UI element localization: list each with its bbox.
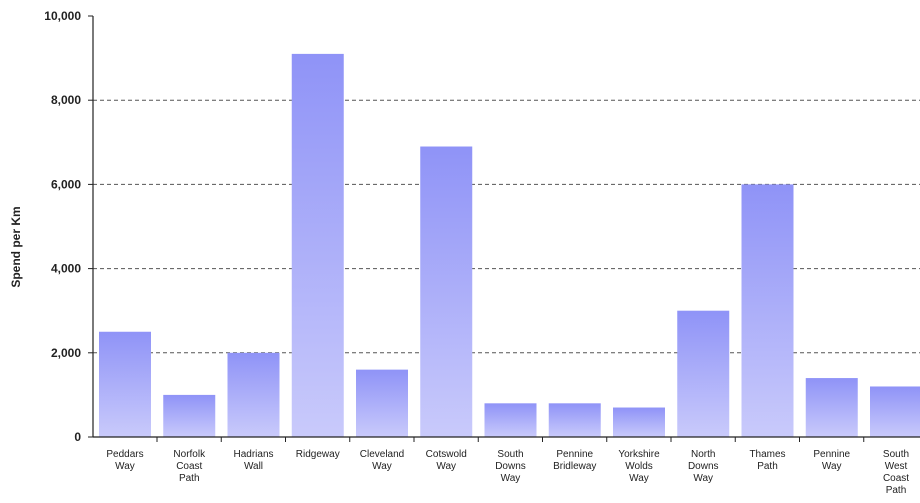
x-category-label: Ridgeway — [296, 449, 340, 460]
y-tick-labels: 0 2,000 4,000 6,000 8,000 10,000 — [44, 9, 81, 444]
x-category-label-line: Coast — [176, 461, 202, 472]
bar — [163, 394, 216, 437]
y-tick-label: 6,000 — [51, 177, 81, 191]
x-category-label-line: Way — [436, 461, 456, 472]
x-category-label: Hadrians Wall — [233, 449, 273, 472]
x-category-label-line: Peddars — [106, 449, 143, 460]
bar — [870, 386, 920, 437]
x-category-label-line: South — [497, 449, 523, 460]
x-category-label: North Downs Way — [688, 449, 719, 484]
y-tick-label: 2,000 — [51, 346, 81, 360]
bars — [99, 53, 920, 437]
x-category-label: Thames Path — [749, 449, 785, 472]
x-category-label-line: Coast — [883, 473, 909, 484]
x-category-label-line: North — [691, 449, 715, 460]
y-tick-label: 10,000 — [44, 9, 81, 23]
x-category-label-line: Wall — [244, 461, 263, 472]
bar — [291, 53, 344, 437]
bar — [227, 352, 280, 437]
y-tick-label: 4,000 — [51, 262, 81, 276]
x-category-label-line: Wolds — [625, 461, 653, 472]
x-category-label-line: Path — [757, 461, 778, 472]
x-category-label-line: Way — [693, 473, 713, 484]
bar — [99, 331, 151, 437]
y-axis-title: Spend per Km — [9, 206, 23, 287]
x-category-label-line: Way — [372, 461, 392, 472]
x-category-label-line: Way — [629, 473, 649, 484]
x-category-label-line: Thames — [749, 449, 785, 460]
x-category-label: South Downs Way — [495, 449, 526, 484]
bar — [741, 184, 794, 437]
x-category-label-line: Way — [501, 473, 521, 484]
x-category-label-line: Downs — [688, 461, 719, 472]
x-category-label: Pennine Bridleway — [553, 449, 596, 472]
x-category-label-line: Path — [179, 473, 200, 484]
x-category-label-line: Norfolk — [173, 449, 206, 460]
x-category-label-line: Pennine — [556, 449, 593, 460]
x-category-label: Peddars Way — [106, 449, 143, 472]
x-category-label: South West Coast Path — [883, 449, 909, 496]
y-tick-label: 8,000 — [51, 93, 81, 107]
bar — [677, 310, 730, 437]
bar — [484, 403, 537, 437]
bar — [420, 146, 473, 437]
x-category-label-line: Cotswold — [426, 449, 467, 460]
x-category-label-line: Way — [115, 461, 135, 472]
x-category-label-line: Yorkshire — [618, 449, 660, 460]
x-category-label-line: Downs — [495, 461, 526, 472]
x-category-label-line: Path — [886, 485, 907, 496]
x-category-label: Norfolk Coast Path — [173, 449, 206, 484]
grid-lines — [93, 99, 920, 354]
bar — [805, 378, 858, 437]
x-category-label: Pennine Way — [813, 449, 850, 472]
x-category-label-line: Way — [822, 461, 842, 472]
x-category-label-line: Bridleway — [553, 461, 596, 472]
bar — [613, 407, 665, 437]
x-category-label-line: South — [883, 449, 909, 460]
x-category-label: Cleveland Way — [360, 449, 404, 472]
bar — [356, 369, 408, 437]
x-category-label: Yorkshire Wolds Way — [618, 449, 660, 484]
bar — [548, 403, 601, 437]
x-category-label-line: Ridgeway — [296, 449, 340, 460]
x-category-label: Cotswold Way — [426, 449, 467, 472]
x-category-label-line: West — [885, 461, 908, 472]
x-category-label-line: Cleveland — [360, 449, 404, 460]
y-tick-label: 0 — [74, 430, 81, 444]
x-category-label-line: Pennine — [813, 449, 850, 460]
axes — [88, 15, 920, 442]
x-category-label-line: Hadrians — [233, 449, 273, 460]
